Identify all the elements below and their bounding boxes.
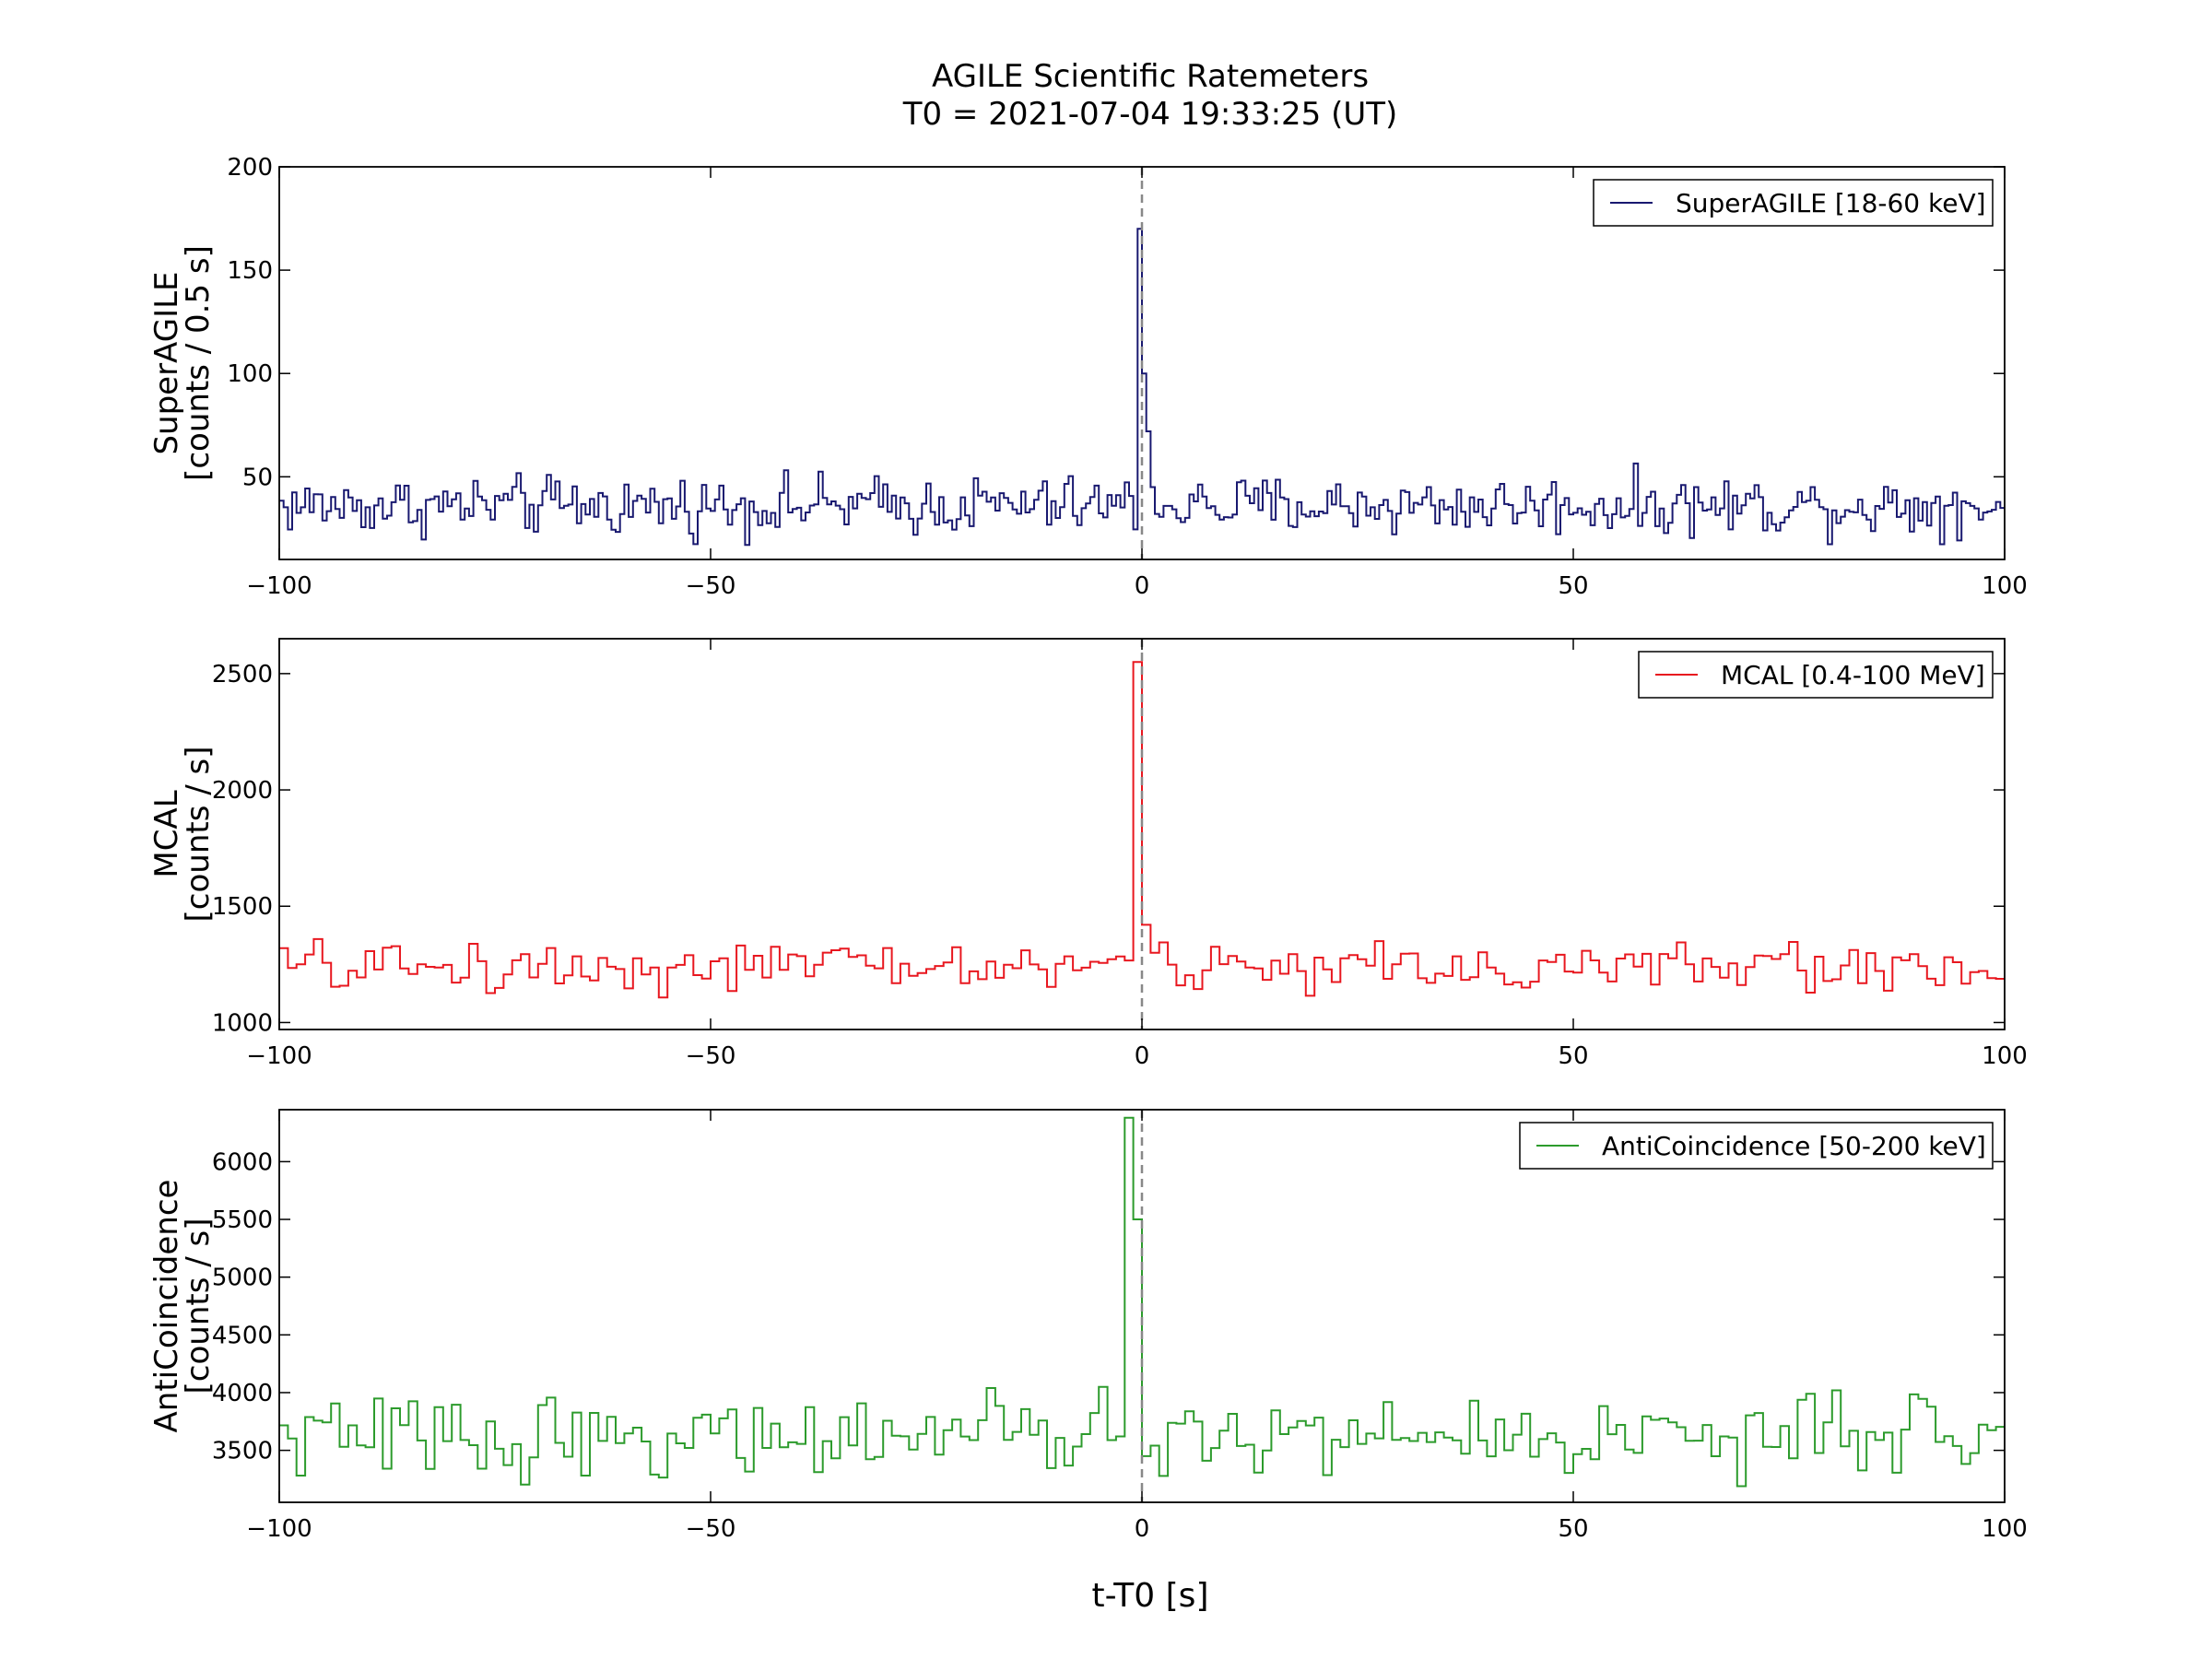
y-tick-label: 6000: [212, 1148, 273, 1176]
x-tick-label: 50: [1558, 1042, 1588, 1070]
legend-box: [1519, 1122, 1994, 1170]
y-tick-label: 2000: [212, 777, 273, 805]
panel-superagile: −100 −50 0 50 100 50 100 150 200 SuperAGILE[count…: [148, 154, 2028, 600]
x-axis-label: t-T0 [s]: [1092, 1577, 1209, 1615]
legend-label: AntiCoincidence [50-200 keV]: [1602, 1131, 1986, 1161]
x-tick-label: 100: [1982, 1042, 2028, 1070]
y-tick-label: 1000: [212, 1009, 273, 1037]
y-axis-label-units: [counts / s]: [180, 747, 217, 923]
y-tick-label: 3500: [212, 1438, 273, 1465]
x-tick-label: 100: [1982, 572, 2028, 600]
y-tick-label: 5000: [212, 1265, 273, 1292]
y-tick-label: 1500: [212, 893, 273, 921]
x-tick-label: 50: [1558, 572, 1588, 600]
y-tick-label: 4500: [212, 1322, 273, 1349]
panel-mcal: −100 −50 0 50 100 1000 1500 2000 2500 MCAL[counts…: [148, 638, 2028, 1070]
y-axis-label: AntiCoincidence: [148, 1180, 185, 1433]
x-tick-label: 0: [1135, 1042, 1150, 1070]
y-tick-label: 150: [227, 257, 273, 285]
x-tick-label: 50: [1558, 1515, 1588, 1543]
y-tick-label: 4000: [212, 1380, 273, 1407]
y-axis-label-units: [counts / s]: [180, 1218, 217, 1394]
figure-title: AGILE Scientific Ratemeters: [932, 58, 1369, 95]
y-axis-label: MCAL: [148, 790, 185, 877]
x-tick-label: −100: [246, 1042, 312, 1070]
x-tick-label: 0: [1135, 1515, 1150, 1543]
y-tick-label: 200: [227, 154, 273, 182]
x-tick-label: 0: [1135, 572, 1150, 600]
y-axis-label-units: [counts / 0.5 s]: [180, 245, 217, 481]
y-tick-label: 2500: [212, 661, 273, 688]
y-tick-label: 5500: [212, 1206, 273, 1234]
x-tick-label: −50: [686, 1042, 736, 1070]
series-line: [279, 228, 2005, 547]
figure-subtitle: T0 = 2021-07-04 19:33:25 (UT): [902, 96, 1398, 133]
x-tick-label: −50: [686, 1515, 736, 1543]
panel-anticoincidence: −100 −50 0 50 100 3500 4000 4500 5000 5500 6000 Ant…: [148, 1109, 2028, 1543]
y-tick-label: 50: [242, 464, 273, 491]
x-tick-label: −100: [246, 572, 312, 600]
legend-label: SuperAGILE [18-60 keV]: [1676, 188, 1986, 218]
x-tick-label: 100: [1982, 1515, 2028, 1543]
legend-box: [1593, 179, 1994, 227]
legend-label: MCAL [0.4-100 MeV]: [1721, 660, 1985, 690]
x-tick-label: −100: [246, 1515, 312, 1543]
x-tick-label: −50: [686, 572, 736, 600]
y-axis-label: SuperAGILE: [148, 271, 185, 454]
y-tick-label: 100: [227, 360, 273, 388]
